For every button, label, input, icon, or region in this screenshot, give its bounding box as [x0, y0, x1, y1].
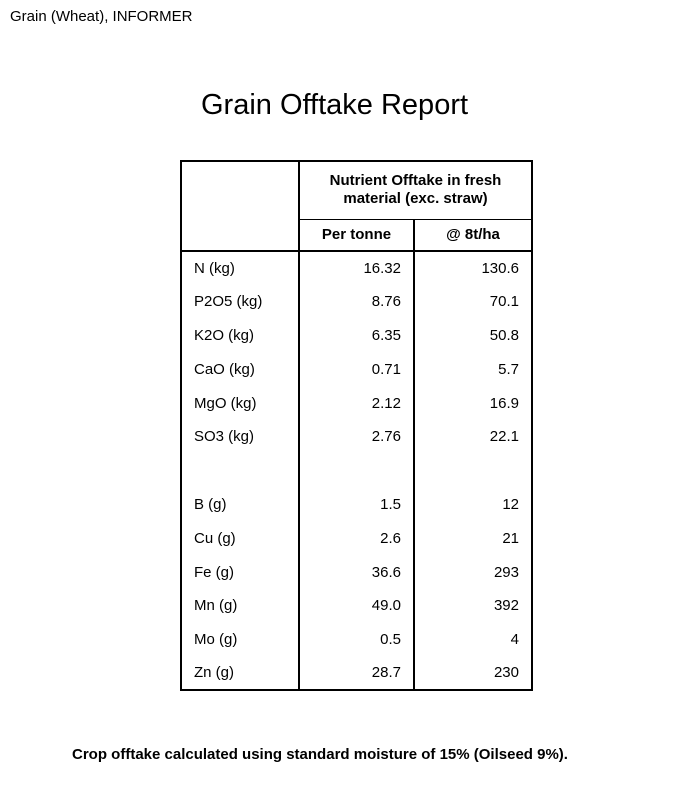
column-header-row: Per tonne @ 8t/ha — [181, 219, 532, 252]
report-title: Grain Offtake Report — [201, 89, 469, 121]
per-tonne-value: 2.6 — [299, 521, 415, 556]
crop-header: Grain (Wheat), INFORMER — [10, 8, 193, 25]
table-row-k2o: K2O (kg) 6.35 50.8 — [181, 318, 532, 353]
nutrient-label: Zn (g) — [181, 656, 300, 691]
table-row-spacer — [181, 453, 532, 488]
per-tonne-value: 6.35 — [299, 318, 415, 353]
table-row-n: N (kg) 16.32 130.6 — [181, 251, 532, 285]
nutrient-label — [181, 453, 300, 488]
col-header-at-8tha: @ 8t/ha — [414, 219, 532, 252]
at-8tha-value: 230 — [493, 664, 519, 682]
at-8tha-value: 5.7 — [498, 360, 519, 378]
nutrient-label: MgO (kg) — [181, 386, 300, 420]
per-tonne-value: 49.0 — [299, 588, 415, 623]
group-header: Nutrient Offtake in fresh material (exc.… — [299, 161, 532, 220]
per-tonne-value: 0.71 — [299, 352, 415, 387]
table-row-cao: CaO (kg) 0.71 5.7 — [181, 352, 532, 387]
at-8tha-value: 21 — [502, 529, 519, 547]
per-tonne-value: 2.12 — [299, 386, 415, 420]
nutrient-label: CaO (kg) — [181, 352, 300, 387]
nutrient-offtake-table: Nutrient Offtake in fresh material (exc.… — [180, 160, 533, 692]
nutrient-label: Mn (g) — [181, 588, 300, 623]
at-8tha-value: 130.6 — [481, 259, 519, 277]
table-row-b: B (g) 1.5 12 — [181, 487, 532, 522]
per-tonne-value: 36.6 — [299, 555, 415, 589]
table-row-cu: Cu (g) 2.6 21 — [181, 521, 532, 556]
table-row-so3: SO3 (kg) 2.76 22.1 — [181, 419, 532, 454]
corner-cell — [181, 161, 300, 252]
per-tonne-value: 0.5 — [299, 622, 415, 657]
nutrient-label: Mo (g) — [181, 622, 300, 657]
per-tonne-value: 1.5 — [299, 487, 415, 522]
at-8tha-value: 392 — [493, 597, 519, 615]
at-8tha-value — [414, 454, 532, 488]
at-8tha-value: 4 — [510, 631, 519, 649]
at-8tha-value: 22.1 — [489, 428, 519, 446]
per-tonne-value: 16.32 — [299, 251, 415, 285]
nutrient-label: K2O (kg) — [181, 318, 300, 353]
table-row-mo: Mo (g) 0.5 4 — [181, 622, 532, 657]
per-tonne-value — [299, 453, 415, 488]
table-row-mn: Mn (g) 49.0 392 — [181, 588, 532, 623]
nutrient-label: P2O5 (kg) — [181, 284, 300, 319]
table-row-p2o5: P2O5 (kg) 8.76 70.1 — [181, 284, 532, 319]
table-row-fe: Fe (g) 36.6 293 — [181, 555, 532, 589]
at-8tha-value: 293 — [493, 563, 519, 581]
at-8tha-value: 70.1 — [489, 293, 519, 311]
nutrient-label: B (g) — [181, 487, 300, 522]
nutrient-label: SO3 (kg) — [181, 419, 300, 454]
per-tonne-value: 28.7 — [299, 656, 415, 691]
at-8tha-value: 16.9 — [489, 394, 519, 412]
at-8tha-value: 50.8 — [489, 326, 519, 344]
group-header-row: Nutrient Offtake in fresh material (exc.… — [181, 161, 532, 252]
table-row-mgo: MgO (kg) 2.12 16.9 — [181, 386, 532, 420]
footnote: Crop offtake calculated using standard m… — [72, 746, 568, 763]
nutrient-label: N (kg) — [181, 251, 300, 285]
table-row-zn: Zn (g) 28.7 230 — [181, 656, 532, 691]
at-8tha-value: 12 — [502, 495, 519, 513]
nutrient-label: Fe (g) — [181, 555, 300, 589]
per-tonne-value: 2.76 — [299, 419, 415, 454]
per-tonne-value: 8.76 — [299, 284, 415, 319]
nutrient-label: Cu (g) — [181, 521, 300, 556]
col-header-per-tonne: Per tonne — [299, 219, 415, 252]
